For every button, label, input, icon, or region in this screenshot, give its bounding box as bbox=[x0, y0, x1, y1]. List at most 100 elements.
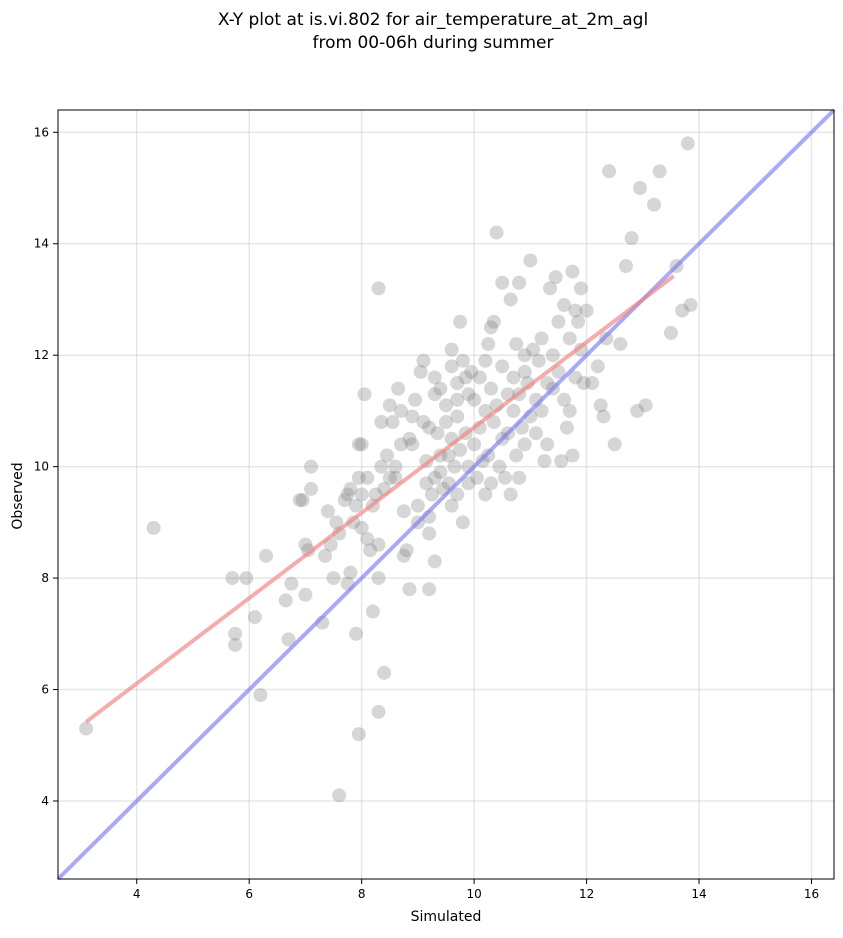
data-point bbox=[523, 253, 538, 268]
data-point bbox=[320, 504, 335, 519]
data-point bbox=[444, 498, 459, 513]
data-point bbox=[351, 437, 366, 452]
data-point bbox=[458, 370, 473, 385]
data-point bbox=[447, 459, 462, 474]
data-point bbox=[388, 470, 403, 485]
data-point bbox=[343, 565, 358, 580]
data-point bbox=[304, 481, 319, 496]
y-tick-label: 4 bbox=[41, 794, 49, 808]
data-point bbox=[486, 415, 501, 430]
data-point bbox=[382, 470, 397, 485]
data-point bbox=[402, 582, 417, 597]
data-point bbox=[422, 582, 437, 597]
data-point bbox=[647, 197, 662, 212]
data-point bbox=[422, 526, 437, 541]
data-point bbox=[228, 626, 243, 641]
x-tick-label: 10 bbox=[466, 887, 481, 901]
data-point bbox=[593, 398, 608, 413]
data-point bbox=[453, 442, 468, 457]
data-point bbox=[427, 554, 442, 569]
data-point bbox=[540, 376, 555, 391]
chart-title-line-2: from 00-06h during summer bbox=[313, 33, 554, 53]
data-point bbox=[405, 409, 420, 424]
data-point bbox=[419, 476, 434, 491]
data-point bbox=[79, 721, 94, 736]
data-point bbox=[405, 437, 420, 452]
x-tick-label: 8 bbox=[358, 887, 366, 901]
data-point bbox=[332, 526, 347, 541]
data-point bbox=[424, 487, 439, 502]
data-point bbox=[534, 331, 549, 346]
data-point bbox=[363, 543, 378, 558]
data-point bbox=[281, 632, 296, 647]
data-point bbox=[557, 392, 572, 407]
x-tick-label: 12 bbox=[579, 887, 594, 901]
data-point bbox=[371, 571, 386, 586]
data-point bbox=[528, 426, 543, 441]
data-point bbox=[337, 493, 352, 508]
plot-frame bbox=[57, 109, 835, 880]
y-axis-label: Observed bbox=[10, 462, 26, 529]
data-point bbox=[450, 409, 465, 424]
data-point bbox=[652, 164, 667, 179]
data-point bbox=[495, 359, 510, 374]
scatter-points bbox=[79, 136, 698, 803]
data-point bbox=[239, 571, 254, 586]
data-point bbox=[433, 465, 448, 480]
data-point bbox=[413, 364, 428, 379]
data-point bbox=[304, 459, 319, 474]
x-tick-label: 14 bbox=[691, 887, 706, 901]
y-tick-label: 6 bbox=[41, 683, 49, 697]
data-point bbox=[545, 348, 560, 363]
data-point bbox=[326, 571, 341, 586]
data-point bbox=[343, 481, 358, 496]
data-point bbox=[602, 164, 617, 179]
data-point bbox=[562, 331, 577, 346]
data-point bbox=[517, 437, 532, 452]
data-point bbox=[596, 409, 611, 424]
data-point bbox=[565, 448, 580, 463]
data-point bbox=[441, 448, 456, 463]
data-point bbox=[613, 337, 628, 352]
data-point bbox=[548, 270, 563, 285]
data-point bbox=[455, 515, 470, 530]
data-point bbox=[517, 348, 532, 363]
data-point bbox=[453, 314, 468, 329]
data-point bbox=[469, 470, 484, 485]
x-tick-label: 16 bbox=[804, 887, 819, 901]
data-point bbox=[483, 381, 498, 396]
data-point bbox=[385, 415, 400, 430]
data-point bbox=[495, 275, 510, 290]
data-point bbox=[638, 398, 653, 413]
y-tick-label: 14 bbox=[34, 237, 49, 251]
data-point bbox=[483, 320, 498, 335]
data-point bbox=[351, 727, 366, 742]
data-point bbox=[427, 370, 442, 385]
data-point bbox=[683, 298, 698, 313]
data-point bbox=[360, 470, 375, 485]
data-point bbox=[503, 292, 518, 307]
data-point bbox=[444, 359, 459, 374]
data-point bbox=[396, 504, 411, 519]
data-point bbox=[579, 303, 594, 318]
data-point bbox=[349, 626, 364, 641]
data-point bbox=[461, 387, 476, 402]
data-point bbox=[318, 548, 333, 563]
data-point bbox=[253, 688, 268, 703]
data-point bbox=[225, 571, 240, 586]
data-point bbox=[295, 493, 310, 508]
data-point bbox=[292, 493, 307, 508]
data-point bbox=[464, 364, 479, 379]
data-point bbox=[663, 325, 678, 340]
y-tick-label: 12 bbox=[34, 348, 49, 362]
data-point bbox=[371, 704, 386, 719]
data-point bbox=[382, 398, 397, 413]
data-point bbox=[478, 487, 493, 502]
data-point bbox=[478, 353, 493, 368]
data-point bbox=[467, 437, 482, 452]
data-point bbox=[357, 387, 372, 402]
data-point bbox=[374, 459, 389, 474]
data-point bbox=[298, 537, 313, 552]
